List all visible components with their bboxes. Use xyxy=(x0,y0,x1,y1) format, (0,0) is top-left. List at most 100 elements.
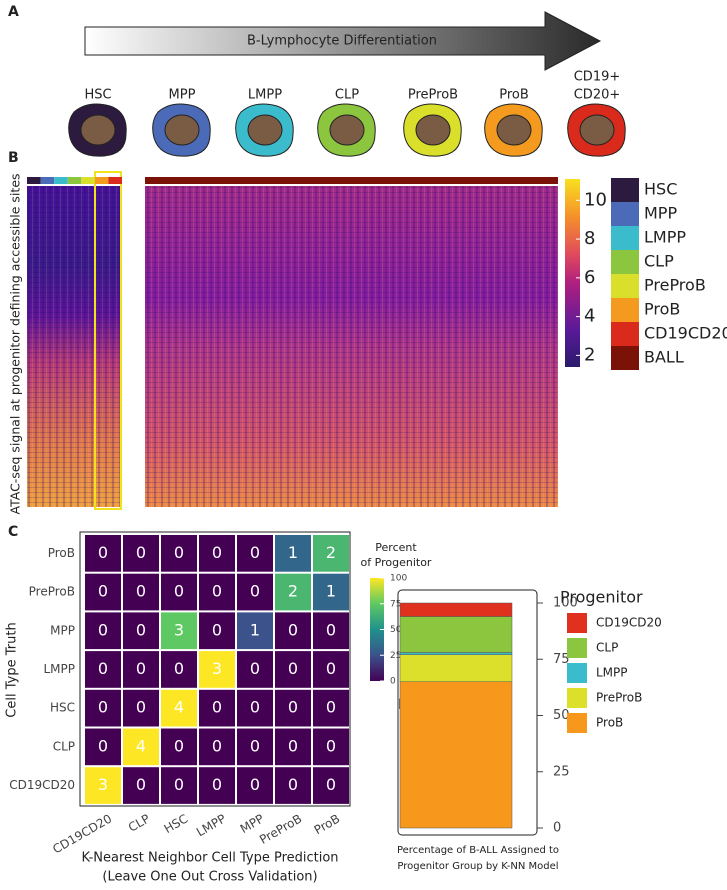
x-tick-label: CLP xyxy=(126,812,152,835)
matrix-cell xyxy=(237,535,273,572)
matrix-cell xyxy=(313,612,349,650)
matrix-cell xyxy=(199,612,235,650)
y-tick-label: CD19CD20 xyxy=(9,778,75,792)
cell-value: 4 xyxy=(136,736,146,755)
cell-nucleus xyxy=(247,114,283,146)
cell-value: 0 xyxy=(98,620,108,639)
matrix-cell xyxy=(199,689,235,727)
colorbar-title: of Progenitor xyxy=(361,556,432,569)
bar-segment xyxy=(399,654,513,682)
heatmap-texture xyxy=(145,186,558,507)
y-tick-label: 25 xyxy=(553,764,570,779)
panel-letter: C xyxy=(8,524,18,540)
arrow-label: B-Lymphocyte Differentiation xyxy=(247,34,437,49)
cell-value: 0 xyxy=(212,620,222,639)
legend-label: ProB xyxy=(644,300,680,319)
legend-swatch xyxy=(567,613,587,633)
x-tick-label: PreProB xyxy=(257,812,304,847)
cell-value: 0 xyxy=(212,582,222,601)
cell-value: 0 xyxy=(326,736,336,755)
panel-letter: B xyxy=(8,150,19,166)
cell-label: HSC xyxy=(84,88,111,103)
matrix-cell xyxy=(313,689,349,727)
cell-value: 0 xyxy=(98,659,108,678)
legend-swatch xyxy=(611,346,639,370)
cell-nucleus xyxy=(329,114,365,146)
legend-label: BALL xyxy=(644,348,684,367)
bar-segment xyxy=(399,616,513,653)
cell-label: PreProB xyxy=(408,88,458,103)
matrix-cell xyxy=(85,767,121,804)
group-strip xyxy=(67,177,82,184)
colorbar-label: 50 xyxy=(390,625,402,635)
cell-label: MPP xyxy=(169,88,196,103)
matrix-cell xyxy=(161,612,197,650)
cell-value: 0 xyxy=(98,582,108,601)
x-axis-title: K-Nearest Neighbor Cell Type Prediction xyxy=(81,851,338,866)
cell-label: LMPP xyxy=(248,88,282,103)
differentiation-arrow xyxy=(84,11,602,71)
legend-label: LMPP xyxy=(644,228,686,247)
y-tick-label: ProB xyxy=(48,546,75,560)
matrix-cell xyxy=(275,612,311,650)
cell-value: 0 xyxy=(212,775,222,794)
legend-title: Progenitor xyxy=(560,588,643,607)
legend-label: MPP xyxy=(644,204,677,223)
cell-label: CLP xyxy=(335,88,359,103)
matrix-cell xyxy=(123,535,159,572)
y-tick-label: 50 xyxy=(553,708,570,723)
cell-value: 0 xyxy=(326,775,336,794)
legend-swatch xyxy=(567,663,587,683)
y-axis-label: ATAC-seq signal at progenitor defining a… xyxy=(8,173,23,514)
matrix-cell xyxy=(161,767,197,804)
matrix-cell xyxy=(313,651,349,688)
matrix-cell xyxy=(313,573,349,611)
matrix-cell xyxy=(123,689,159,727)
matrix-cell xyxy=(275,728,311,766)
cell-value: 0 xyxy=(174,582,184,601)
colorbar-title: Percent xyxy=(375,541,417,554)
colorbar-label: 10 xyxy=(584,189,607,210)
cell-value: 0 xyxy=(288,775,298,794)
colorbar-label: 4 xyxy=(584,306,595,327)
matrix-cell xyxy=(237,728,273,766)
cell-value: 0 xyxy=(174,775,184,794)
matrix-cell xyxy=(199,651,235,688)
matrix-cell xyxy=(85,535,121,572)
legend-swatch xyxy=(611,274,639,298)
matrix-cell xyxy=(85,573,121,611)
cell-value: 0 xyxy=(136,775,146,794)
legend-label: PreProB xyxy=(644,276,706,295)
y-tick-label: PreProB xyxy=(29,585,75,599)
x-tick-label: ProB xyxy=(312,812,343,838)
matrix-cell xyxy=(275,689,311,727)
cell-value: 0 xyxy=(288,736,298,755)
legend-label: PreProB xyxy=(596,691,642,705)
matrix-cell xyxy=(237,767,273,804)
matrix-cell xyxy=(85,689,121,727)
x-tick-label: LMPP xyxy=(194,812,228,840)
matrix-cell xyxy=(313,535,349,572)
matrix-cell xyxy=(275,535,311,572)
cell-value: 0 xyxy=(326,659,336,678)
colorbar-label: 0 xyxy=(390,677,396,687)
colorbar-label: 6 xyxy=(584,267,595,288)
cell-value: 0 xyxy=(174,543,184,562)
cell-value: 0 xyxy=(250,543,260,562)
cell-value: 0 xyxy=(250,736,260,755)
cell-value: 2 xyxy=(326,543,336,562)
cell-nucleus xyxy=(579,114,615,146)
cell-value: 0 xyxy=(174,659,184,678)
legend-label: CD19CD20 xyxy=(596,616,662,630)
cell-value: 0 xyxy=(136,620,146,639)
highlight-box xyxy=(94,171,122,510)
bar-segment xyxy=(399,602,513,617)
matrix-cell xyxy=(237,612,273,650)
cell-value: 0 xyxy=(98,736,108,755)
matrix-cell xyxy=(161,573,197,611)
cell-value: 0 xyxy=(136,659,146,678)
matrix-cell xyxy=(237,689,273,727)
matrix-cell xyxy=(123,651,159,688)
legend-swatch xyxy=(567,713,587,733)
